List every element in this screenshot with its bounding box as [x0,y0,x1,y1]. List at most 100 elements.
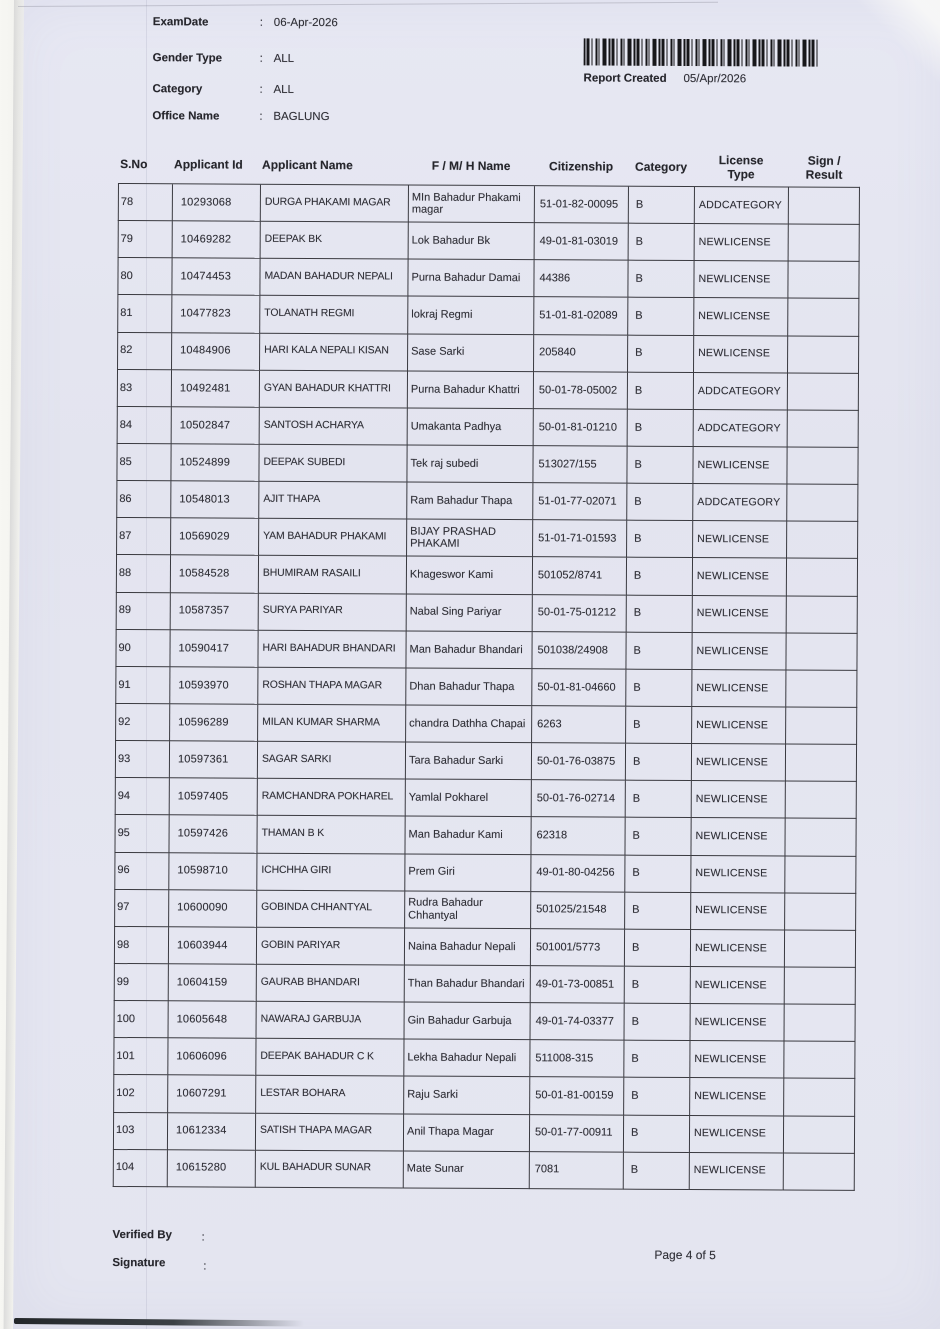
cell-name: GOBINDA CHHANTYAL [256,890,405,929]
cell-name: GOBIN PARIYAR [255,927,405,966]
cell-fmh: Sase Sarki [407,334,534,372]
cell-name: DEEPAK BAHADUR C K [255,1038,404,1077]
cell-fmh: Naina Bahadur Nepali [403,928,531,967]
cell-sign [786,410,859,448]
cell-name: ICHCHHA GIRI [256,853,405,892]
cell-sno: 81 [117,295,172,333]
cell-id: 10597405 [168,778,257,817]
cell-sno: 83 [116,369,172,408]
cell-sign [787,187,860,226]
column-header-category: Category [628,149,694,185]
cell-license: NEWLICENSE [691,595,786,634]
barcode-icon [583,38,820,67]
cell-citizenship: 50-01-77-00911 [528,1114,624,1153]
cell-fmh: Raju Sarki [403,1076,530,1115]
cell-citizenship: 51-01-81-02089 [533,297,628,336]
cell-license: ADDCATEGORY [692,409,787,448]
cell-sign [784,744,857,783]
cell-license: NEWLICENSE [691,558,787,597]
meta-row-category: Category : ALL [152,83,294,96]
category-value: ALL [273,83,294,96]
table-row: 78 10293068 DURGA PHAKAMI MAGAR MIn Bahadur… [117,183,860,226]
cell-name: GAURAB BHANDARI [255,964,404,1003]
cell-fmh: Man Bahadur Kami [404,816,531,855]
cell-sign [786,521,858,560]
cell-sign [783,967,856,1005]
category-colon: : [259,83,263,96]
cell-sno: 91 [115,666,170,705]
cell-id: 10569029 [170,518,259,557]
cell-fmh: Lekha Bahadur Nepali [403,1039,530,1078]
table-row: 79 10469282 DEEPAK BK Lok Bahadur Bk 49-01-8… [117,221,860,263]
cell-category: B [626,372,693,410]
cell-license: NEWLICENSE [688,1115,784,1154]
cell-sno: 79 [117,221,172,259]
table-row: 102 10607291 LESTAR BOHARA Raju Sarki 50-01-… [113,1075,855,1117]
meta-row-examdate: ExamDate : 06-Apr-2026 [153,16,338,29]
column-header-label: Result [805,167,843,182]
cell-name: DEEPAK SUBEDI [258,444,407,483]
cell-id: 10469282 [171,221,260,260]
cell-category: B [624,892,691,930]
cell-category: B [626,409,693,447]
meta-row-office: Office Name : BAGLUNG [152,110,329,123]
cell-fmh: Tara Bahadur Sarki [404,742,532,781]
column-header-sign-result: Sign / Result [788,150,860,186]
report-created-label: Report Created [583,72,667,85]
office-label: Office Name [152,110,220,123]
cell-name: SAGAR SARKI [256,741,406,780]
cell-sno: 84 [116,406,171,445]
cell-fmh: Lok Bahadur Bk [407,222,534,261]
table-row: 97 10600090 GOBINDA CHHANTYAL Rudra Bahadur… [114,889,856,931]
cell-sign [783,1041,856,1080]
column-header-sno: S.No [118,146,172,182]
cell-category: B [626,520,693,559]
cell-id: 10477823 [171,295,260,334]
office-colon: : [259,110,263,123]
cell-citizenship: 501001/5773 [529,928,625,967]
cell-id: 10587357 [169,592,258,631]
cell-license: ADDCATEGORY [692,484,787,522]
column-header-label: S.No [120,157,148,172]
cell-fmh: Than Bahadur Bhandari [403,965,530,1004]
cell-sno: 92 [115,703,170,742]
report-created-row: Report Created 05/Apr/2026 [584,72,747,85]
cell-citizenship: 51-01-77-02071 [532,483,627,521]
cell-category: B [623,929,691,967]
cell-citizenship: 513027/155 [532,446,627,484]
cell-license: NEWLICENSE [689,1078,784,1117]
cell-fmh: Umakanta Padhya [406,408,533,447]
cell-citizenship: 51-01-71-01593 [532,520,627,559]
cell-name: MILAN KUMAR SHARMA [257,704,406,743]
cell-fmh: Purna Bahadur Khattri [406,371,534,410]
column-header-fmh-name: F / M/ H Name [408,148,534,185]
cell-fmh: Dhan Bahadur Thapa [405,668,532,707]
table-row: 104 10615280 KUL BAHADUR SUNAR Mate Sunar 70… [112,1149,855,1191]
cell-fmh: Gin Bahadur Garbuja [403,1002,530,1041]
column-header-label: Applicant Id [174,157,243,172]
table-row: 98 10603944 GOBIN PARIYAR Naina Bahadur Nep… [113,926,856,968]
cell-id: 10615280 [166,1149,255,1188]
cell-license: NEWLICENSE [691,706,786,745]
cell-category: B [622,1115,690,1153]
column-header-label: F / M/ H Name [431,158,511,174]
cell-name: THAMAN B K [256,816,405,855]
cell-sno: 85 [116,443,171,482]
cell-fmh: Yamlal Pokharel [404,779,531,818]
cell-sign [784,818,857,857]
cell-sno: 89 [115,592,170,630]
report-created-value: 05/Apr/2026 [683,72,747,86]
column-header-label: License [718,153,764,168]
cell-sno: 104 [112,1149,167,1188]
cell-id: 10597426 [168,815,257,854]
cell-id: 10604159 [167,964,256,1002]
cell-fmh: Purna Bahadur Damai [407,259,534,298]
cell-license: NEWLICENSE [689,929,785,968]
cell-name: TOLANATH REGMI [259,296,408,335]
cell-license: NEWLICENSE [692,446,787,485]
cell-category: B [624,855,691,893]
gender-value: ALL [273,52,295,65]
cell-citizenship: 50-01-76-03875 [530,743,626,781]
cell-sign [782,1116,855,1154]
examdate-value: 06-Apr-2026 [273,16,338,30]
